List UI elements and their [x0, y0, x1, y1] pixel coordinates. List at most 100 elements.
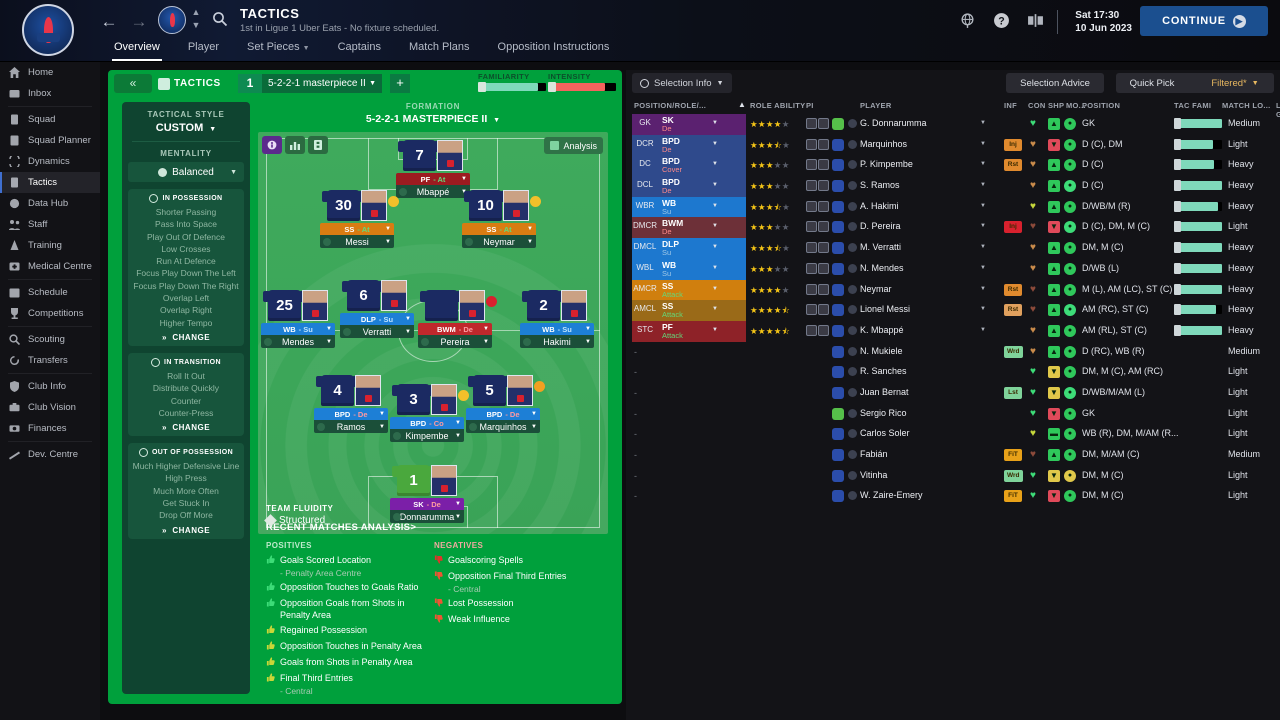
pitch-player-card[interactable]: 25 WB - Su ▼ Mendes ▼	[261, 290, 335, 348]
instruction-item[interactable]: Drop Off More	[159, 510, 213, 521]
chevron-down-icon[interactable]: ▼	[980, 140, 986, 147]
change-button[interactable]: » CHANGE	[161, 332, 211, 342]
tab-match-plans[interactable]: Match Plans	[395, 38, 484, 58]
player-name[interactable]: Neymar	[860, 283, 892, 294]
chevron-down-icon[interactable]: ▼	[712, 161, 718, 168]
table-row[interactable]: - Fabián FiT ♥ ▲ ● DM, M/AM (C) Medium 6…	[626, 445, 1280, 466]
player-role[interactable]: SS - At ▼	[462, 223, 536, 235]
pitch-player-card[interactable]: 7 PF- At ▼ Mbappé ▼	[396, 140, 470, 198]
back-arrow-icon[interactable]: ←	[100, 12, 118, 31]
instruction-item[interactable]: Shorter Passing	[155, 207, 217, 217]
player-role[interactable]: SS - At ▼	[320, 223, 394, 235]
player-instructions-cell[interactable]	[806, 221, 829, 233]
scales-icon[interactable]	[1027, 12, 1044, 29]
column-header-inf[interactable]: INF	[1004, 101, 1017, 110]
player-name-row[interactable]: Neymar ▼	[462, 235, 536, 248]
column-header-shp[interactable]: SHP	[1048, 101, 1065, 110]
pitch-player-card[interactable]: 10 SS - At ▼ Neymar ▼	[462, 190, 541, 248]
position-role-cell[interactable]	[632, 279, 746, 301]
club-selector-stepper[interactable]: ▲ ▼	[191, 7, 201, 30]
continue-button[interactable]: CONTINUE ▶	[1140, 6, 1268, 36]
player-name[interactable]: S. Ramos	[860, 180, 900, 191]
position-role-cell[interactable]	[632, 114, 746, 135]
player-instructions-cell[interactable]	[806, 304, 829, 316]
player-name-row[interactable]: Mbappé ▼	[396, 185, 470, 198]
sidebar-item-club-vision[interactable]: Club Vision	[0, 397, 100, 418]
player-role[interactable]: PF - At ▼	[396, 173, 470, 185]
player-name-row[interactable]: Kimpembe ▼	[390, 429, 464, 442]
player-instructions-cell[interactable]	[806, 283, 829, 295]
chevron-down-icon[interactable]: ▼	[712, 326, 718, 333]
player-info-icon[interactable]	[262, 136, 282, 154]
player-instructions-cell[interactable]	[806, 180, 829, 192]
recent-matches-title[interactable]: RECENT MATCHES ANALYSIS>	[266, 522, 716, 533]
player-name-row[interactable]: Ramos ▼	[314, 420, 388, 433]
change-button[interactable]: » CHANGE	[161, 525, 211, 535]
tab-set-pieces[interactable]: Set Pieces ▼	[233, 38, 324, 58]
player-name[interactable]: Juan Bernat	[860, 386, 909, 397]
pitch-player-card[interactable]: 6 DLP - Su ▼ Verratti ▼	[340, 280, 414, 338]
change-button[interactable]: » CHANGE	[161, 423, 211, 433]
player-name[interactable]: Vitinha	[860, 469, 888, 480]
player-name[interactable]: D. Pereira	[860, 221, 901, 232]
player-name[interactable]: M. Verratti	[860, 242, 902, 253]
pitch-player-card[interactable]: BWM - De ▼ Pereira ▼	[418, 290, 497, 348]
pitch[interactable]: Analysis 7 PF- At ▼ Mbappé ▼ 30 SS-	[258, 132, 608, 534]
chevron-down-icon[interactable]: ▼	[980, 223, 986, 230]
selection-info-dropdown[interactable]: Selection Info ▼	[632, 73, 732, 93]
positive-item[interactable]: Goals Scored Location	[266, 554, 424, 567]
sidebar-item-data-hub[interactable]: Data Hub	[0, 193, 100, 214]
table-row[interactable]: DMCR BWM De ▼ ★★★★★ D. Pereira ▼ Inj ♥ ▼…	[626, 217, 1280, 239]
player-name-row[interactable]: Donnarumma ▼	[390, 510, 464, 523]
filtered-button[interactable]: Filtered* ▼	[1196, 73, 1274, 93]
instruction-item[interactable]: Counter-Press	[158, 407, 214, 418]
player-instructions-cell[interactable]	[806, 324, 829, 336]
negative-item[interactable]: Lost Possession	[434, 597, 592, 610]
pitch-player-card[interactable]: 4 BPD - De ▼ Ramos ▼	[314, 375, 388, 433]
negative-item[interactable]: Weak Influence	[434, 613, 592, 626]
column-header-player[interactable]: PLAYER	[860, 101, 892, 110]
player-name[interactable]: N. Mendes	[860, 262, 904, 273]
chevron-down-icon[interactable]: ▼	[980, 120, 986, 126]
player-role[interactable]: BWM - De ▼	[418, 323, 492, 335]
instruction-item[interactable]: Roll It Out	[167, 370, 205, 381]
table-row[interactable]: - W. Zaire-Emery FiT ♥ ▼ ● DM, M (C) Lig…	[626, 486, 1280, 507]
chevron-down-icon[interactable]: ▼	[980, 285, 986, 292]
player-name-row[interactable]: Verratti ▼	[340, 325, 414, 338]
sidebar-item-home[interactable]: Home	[0, 62, 100, 83]
player-name[interactable]: N. Mukiele	[860, 345, 903, 356]
globe-icon[interactable]	[959, 12, 976, 29]
column-header-mo-[interactable]: MO...	[1066, 101, 1086, 110]
player-instructions-cell[interactable]	[806, 159, 829, 171]
position-role-cell[interactable]	[632, 134, 746, 156]
table-row[interactable]: DC BPD Cover ▼ ★★★★★ P. Kimpembe ▼ Rst ♥…	[626, 155, 1280, 177]
instruction-item[interactable]: Counter	[170, 395, 202, 406]
positive-item[interactable]: Final Third Entries	[266, 672, 424, 685]
sidebar-item-club-info[interactable]: Club Info	[0, 376, 100, 397]
positive-item[interactable]: Opposition Touches to Goals Ratio	[266, 581, 424, 594]
player-name-row[interactable]: Marquinhos ▼	[466, 420, 540, 433]
add-tactic-button[interactable]: +	[390, 74, 410, 93]
sidebar-item-transfers[interactable]: Transfers	[0, 350, 100, 371]
chevron-down-icon[interactable]: ▼	[712, 244, 718, 251]
instruction-item[interactable]: Play Out Of Defence	[147, 231, 225, 242]
player-name[interactable]: P. Kimpembe	[860, 159, 913, 170]
instructions-icon[interactable]	[308, 136, 328, 154]
table-row[interactable]: - Carlos Soler ♥ ▬ ● WB (R), DM, M/AM (R…	[626, 424, 1280, 445]
player-name-row[interactable]: Messi ▼	[320, 235, 394, 248]
instruction-item[interactable]: Distribute Quickly	[152, 383, 220, 394]
player-instructions-cell[interactable]	[806, 262, 829, 274]
chevron-down-icon[interactable]: ▼	[712, 202, 718, 209]
sidebar-item-dynamics[interactable]: Dynamics	[0, 151, 100, 172]
player-name[interactable]: G. Donnarumma	[860, 118, 927, 128]
player-name[interactable]: Carlos Soler	[860, 428, 910, 439]
pitch-player-card[interactable]: 30 SS - At ▼ Messi ▼	[320, 190, 399, 248]
formation-name[interactable]: 5-2-2-1 MASTERPIECE II ▼	[258, 113, 608, 125]
sidebar-item-squad[interactable]: Squad	[0, 109, 100, 130]
position-role-cell[interactable]	[632, 258, 746, 280]
table-row[interactable]: STC PF Attack ▼ ★★★★⯪ K. Mbappé ▼ ♥ ▲ ● …	[626, 320, 1280, 342]
quick-pick-button[interactable]: Quick Pick	[1116, 73, 1188, 93]
positive-item[interactable]: Regained Possession	[266, 624, 424, 637]
table-row[interactable]: WBR WB Su ▼ ★★★⯪★ A. Hakimi ▼ ♥ ▲ ● D/WB…	[626, 196, 1280, 218]
analysis-button[interactable]: Analysis	[544, 137, 603, 154]
